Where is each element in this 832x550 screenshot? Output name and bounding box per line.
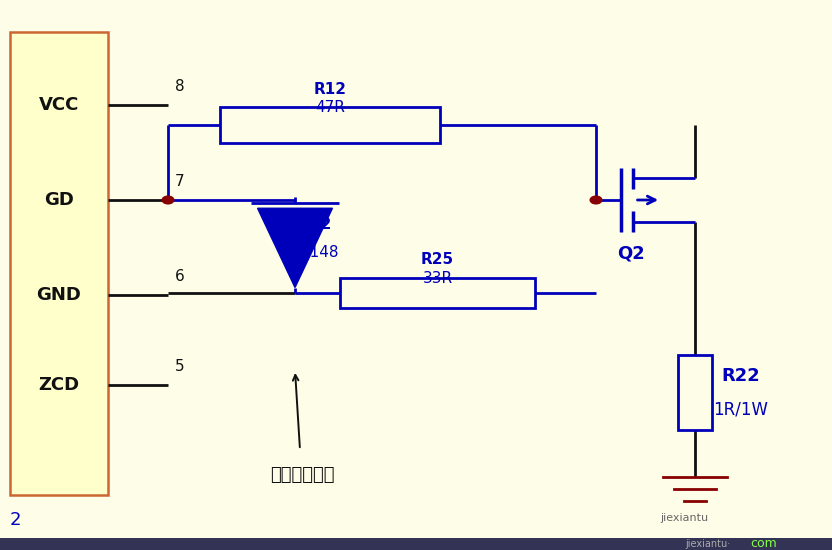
Text: 8: 8: [175, 79, 184, 94]
Text: 6: 6: [175, 270, 185, 284]
Text: GD: GD: [44, 191, 74, 209]
Text: jiexiantu·: jiexiantu·: [685, 539, 730, 549]
Polygon shape: [258, 208, 333, 288]
Text: com: com: [750, 537, 777, 550]
Circle shape: [590, 196, 602, 204]
Text: 5: 5: [175, 359, 184, 374]
Bar: [10, 32, 108, 495]
Text: 47R: 47R: [315, 100, 345, 115]
Text: D2: D2: [309, 217, 332, 232]
Text: 33R: 33R: [423, 271, 453, 285]
Text: 2: 2: [10, 511, 22, 529]
Bar: [678, 355, 711, 430]
Text: R22: R22: [721, 367, 760, 385]
Text: 7: 7: [175, 174, 184, 189]
Text: 4148: 4148: [300, 245, 339, 260]
Bar: [0, 538, 832, 550]
Text: 典型驱动电路: 典型驱动电路: [270, 466, 334, 484]
Text: jiexiantu: jiexiantu: [660, 513, 708, 524]
Text: 1R/1W: 1R/1W: [713, 400, 768, 418]
Text: GND: GND: [37, 286, 82, 304]
Text: VCC: VCC: [39, 96, 79, 114]
Text: ZCD: ZCD: [38, 376, 80, 394]
Text: R12: R12: [314, 82, 346, 97]
Bar: [220, 107, 440, 143]
Text: Q2: Q2: [617, 245, 645, 263]
Text: R25: R25: [421, 252, 454, 267]
Circle shape: [162, 196, 174, 204]
Bar: [340, 278, 535, 308]
